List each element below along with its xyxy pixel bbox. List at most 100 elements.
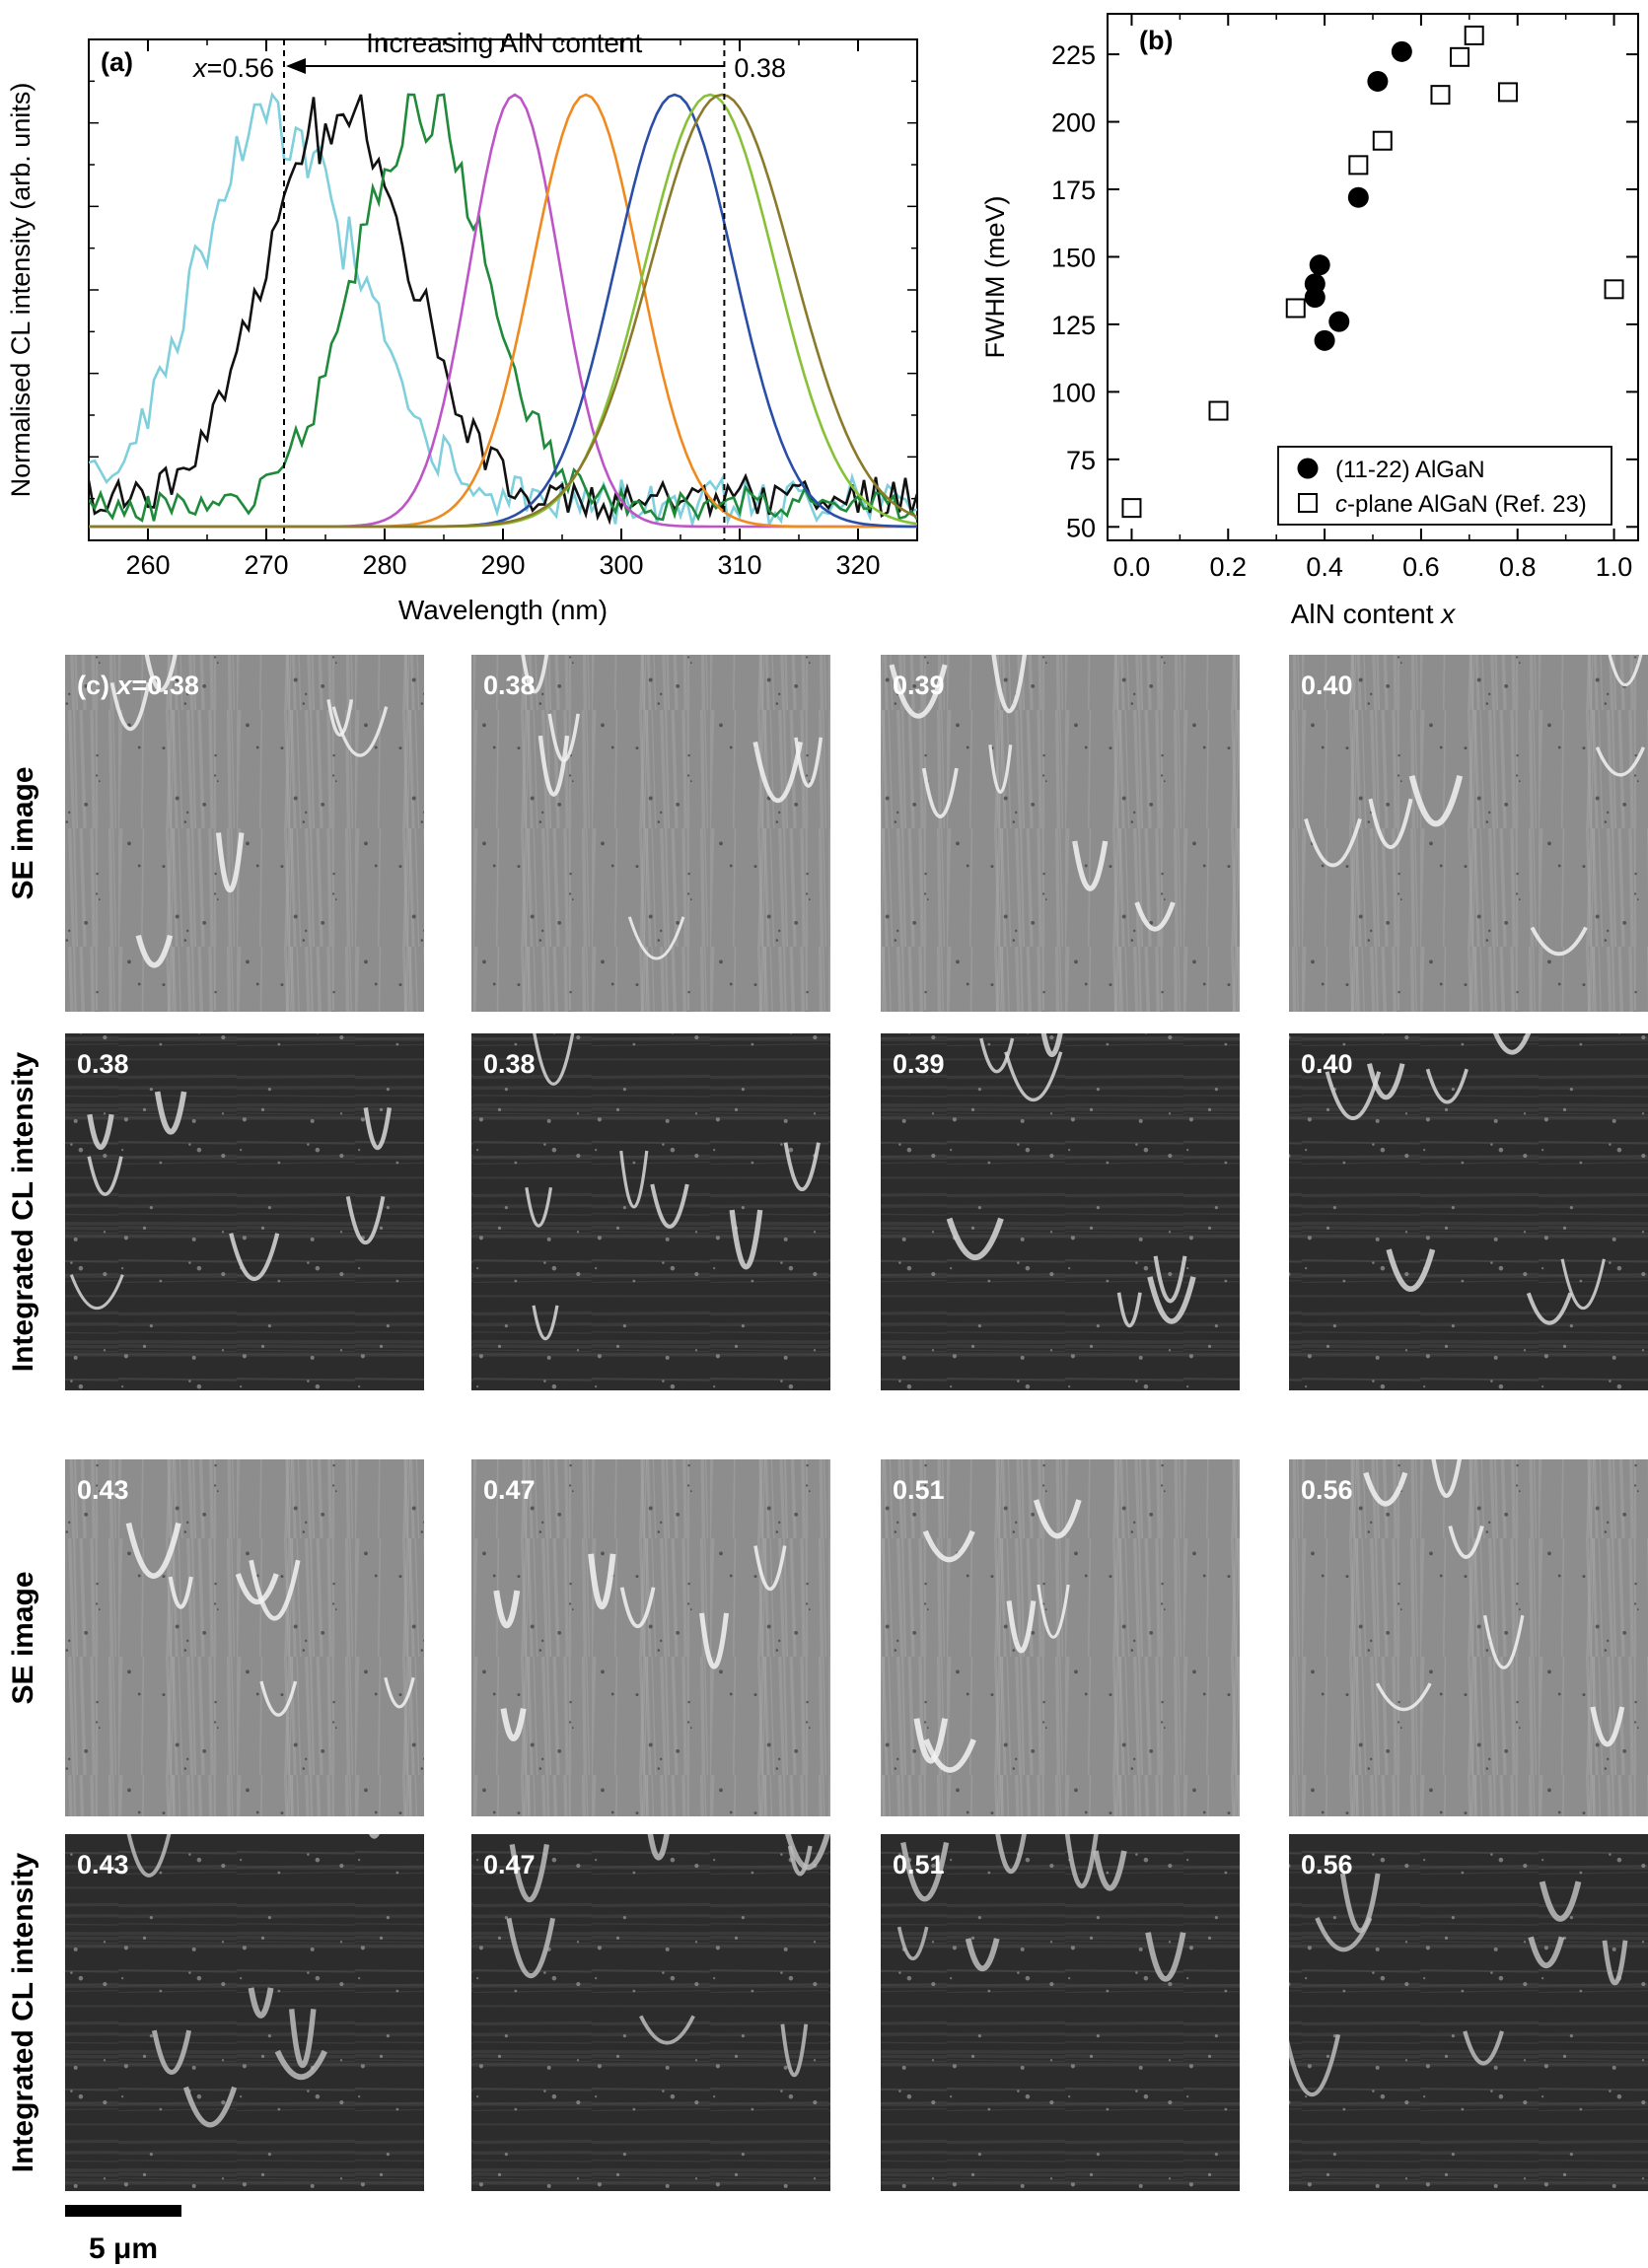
tile-label: 0.39 [893, 671, 945, 700]
v-pit-feature [699, 1612, 729, 1669]
v-pit-feature [182, 2086, 238, 2128]
x-axis-label: AlN content x [1291, 599, 1457, 629]
tile-texture [65, 1834, 424, 2191]
tile-label: 0.51 [893, 1475, 945, 1505]
y-tick-label: 50 [1066, 513, 1096, 542]
tile-texture [65, 1033, 424, 1390]
v-pit-feature [506, 1917, 556, 1979]
legend-box [1277, 446, 1612, 526]
x-tick-label: 0.6 [1402, 552, 1440, 582]
v-pit-feature [1526, 1292, 1573, 1325]
legend-label-2-prefix: c [1335, 491, 1347, 518]
v-pit-feature [521, 655, 549, 694]
tile-label: 0.40 [1301, 671, 1353, 700]
x-tick-label: 0.4 [1306, 552, 1343, 582]
v-pit-feature [1037, 1584, 1070, 1639]
v-pit-feature [1386, 1248, 1436, 1292]
tile-texture [471, 1033, 830, 1390]
v-pit-feature [780, 2023, 809, 2077]
v-pit-feature [1004, 1051, 1063, 1101]
open-square-point [1464, 25, 1484, 45]
v-pit-feature [1590, 1706, 1625, 1747]
v-pit-feature [215, 832, 245, 892]
tile-label: 0.56 [1301, 1475, 1353, 1505]
v-pit-feature [229, 1233, 280, 1281]
se-micrograph: 0.43 [65, 1459, 424, 1816]
tile-features [1304, 655, 1646, 957]
v-pit-feature [946, 1217, 1004, 1261]
left-marker-var: x [191, 53, 208, 83]
v-pit-feature [326, 699, 354, 737]
se-micrograph: (c) x=0.38 [65, 655, 424, 1012]
v-pit-feature [995, 1834, 1027, 1874]
tile-features [521, 655, 824, 960]
v-pit-feature [532, 1305, 559, 1341]
v-pit-feature [248, 1987, 274, 2019]
v-pit-feature [369, 1834, 380, 1839]
legend-marker-filled-circle [1297, 458, 1319, 479]
x-tick-label: 280 [362, 550, 406, 580]
v-pit-feature [1145, 1932, 1186, 1982]
cl-intensity-map: 0.43 [65, 1834, 424, 2191]
v-pit-feature [144, 655, 178, 692]
right-marker-label: 0.38 [734, 53, 786, 83]
series-line [89, 93, 917, 523]
tile-texture [881, 1834, 1240, 2191]
y-tick-label: 100 [1051, 378, 1096, 407]
tile-features [109, 655, 389, 968]
open-square-point [1208, 400, 1229, 421]
v-pit-feature [1116, 1292, 1142, 1328]
cl-intensity-map: 0.39 [881, 1033, 1240, 1390]
panel-a: 260 270 280 290 300 310 320 Increasing AlN cont… [6, 28, 918, 625]
series-line [89, 93, 917, 529]
series-group [89, 91, 917, 530]
left-marker-label: x=0.56 [191, 53, 274, 83]
filled-circle-point [1309, 254, 1330, 276]
v-pit-feature [1033, 1499, 1082, 1539]
cl-intensity-map: 0.51 [881, 1834, 1240, 2191]
v-pit-feature [109, 682, 151, 732]
y-axis-label: FWHM (meV) [980, 196, 1010, 359]
y-axis-label: Normalised CL intensity (arb. units) [6, 83, 36, 498]
v-pit-feature [235, 1573, 279, 1605]
v-pit-feature [785, 1834, 830, 1871]
v-pit-feature [1528, 1936, 1565, 1969]
panel-c: (c) x=0.38 0.38 0.39 0.40 SE image 0.38 0.38 0.… [7, 655, 1648, 2265]
v-pit-feature [913, 1718, 949, 1764]
x-tick-label: 310 [717, 550, 761, 580]
v-pit-feature [1093, 1850, 1127, 1891]
open-square-point [1285, 298, 1306, 319]
tile-label: 0.40 [1301, 1049, 1353, 1079]
cl-intensity-map: 0.47 [471, 1834, 830, 2191]
v-pit-feature [289, 2009, 317, 2068]
v-pit-feature [1040, 1033, 1063, 1058]
tile-texture [1289, 1834, 1648, 2191]
v-pit-feature [87, 1156, 123, 1196]
v-pit-feature [1431, 1459, 1462, 1499]
v-pit-feature [889, 664, 948, 719]
v-pit-feature [345, 1196, 386, 1245]
cl-intensity-map: 0.56 [1289, 1834, 1648, 2191]
tile-texture [881, 655, 1240, 1012]
legend-label-1: (11-22) AlGaN [1335, 457, 1485, 483]
row-label: Integrated CL intensity [7, 1852, 39, 2172]
tile-features [896, 1834, 1186, 1982]
se-micrograph: 0.51 [881, 1459, 1240, 1816]
v-pit-feature [525, 1186, 553, 1228]
v-pit-feature [274, 2049, 327, 2081]
x-tick-label: 260 [125, 550, 170, 580]
tile-label: 0.43 [77, 1475, 129, 1505]
v-pit-feature [533, 1033, 575, 1086]
tile-label: 0.47 [483, 1475, 536, 1505]
open-square-point [1604, 279, 1624, 300]
v-pit-feature [1425, 1068, 1469, 1104]
panel-label-b: (b) [1139, 26, 1173, 55]
v-pit-feature [783, 1142, 821, 1192]
v-pit-feature [1339, 1873, 1381, 1934]
cl-intensity-map: 0.38 [471, 1033, 830, 1390]
v-pit-feature [331, 706, 389, 757]
v-pit-feature [1539, 1880, 1582, 1922]
v-pit-feature [1463, 2030, 1504, 2066]
tile-label: 0.56 [1301, 1850, 1353, 1879]
open-square-point [1372, 130, 1393, 151]
